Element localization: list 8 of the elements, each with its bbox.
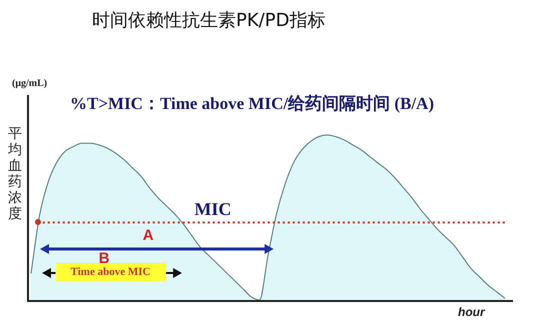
- chart-subtitle: %T>MIC：Time above MIC/给药间隔时间 (B/A): [70, 93, 434, 115]
- annotation: Time above MIC: [56, 263, 166, 282]
- text: (μg/mL): [12, 78, 48, 89]
- ref-line-label: MIC: [194, 199, 232, 220]
- annotation: A: [142, 226, 154, 244]
- chart-title: 时间依赖性抗生素PK/PD指标: [92, 9, 326, 32]
- y-axis-title: 平均血药浓度: [7, 126, 23, 222]
- x-axis-title: hour: [458, 305, 485, 319]
